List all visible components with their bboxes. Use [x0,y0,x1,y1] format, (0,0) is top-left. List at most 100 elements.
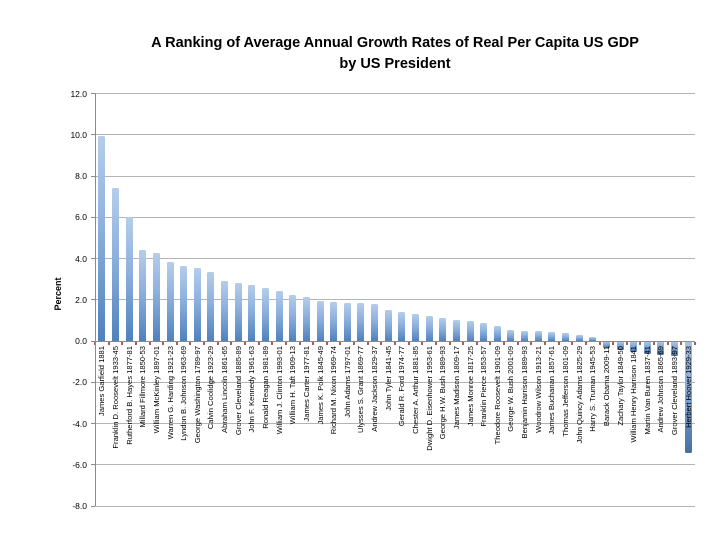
y-axis-tick-label: -2.0 [72,377,87,388]
gridline [95,258,695,259]
x-axis-tick [312,341,315,345]
bar [493,326,501,341]
bar [343,303,351,341]
x-axis-tick [694,341,696,345]
gridline [95,505,695,507]
y-axis-tick-label: 2.0 [75,294,87,305]
bar [289,295,297,341]
y-axis-tick [91,258,95,259]
x-axis-category-label: Lyndon B. Johnson 1963-69 [179,345,189,441]
x-axis-tick [516,341,519,345]
bar [357,303,365,341]
x-axis-tick [571,341,574,345]
x-axis-tick [325,341,328,345]
x-axis-tick [203,341,206,345]
bar [602,341,610,348]
gridline [95,464,695,466]
y-axis-tick [91,464,95,466]
x-axis-tick [121,341,124,345]
x-axis-category-label: Gerald R. Ford 1974-77 [397,345,407,426]
x-axis-category-label: Barack Obama 2009-11 [601,345,611,426]
y-axis-tick-label: -4.0 [72,418,87,429]
x-axis-category-label: James Buchanan 1857-61 [547,345,557,435]
x-axis-category-label: Dwight D. Eisenhower 1953-61 [424,345,434,451]
x-axis-category-label: James Monroe 1817-25 [465,345,475,426]
y-axis-tick [91,340,95,342]
x-axis-category-label: Harry S. Truman 1945-53 [588,345,598,432]
bar [221,280,229,341]
x-axis-category-label: William Henry Harrison 1841 [629,345,639,443]
bar [439,317,447,341]
x-axis-tick [148,341,151,345]
x-axis-category-label: George Washington 1789-97 [192,345,202,443]
x-axis-category-label: John F. Kennedy 1961-63 [247,345,257,433]
x-axis-category-label: Rutherford B. Hayes 1877-81 [124,345,134,445]
x-axis-tick [557,341,560,345]
gridline [95,134,695,136]
y-axis-tick [91,381,95,383]
x-axis-tick [598,341,601,345]
gridline [95,93,695,94]
x-axis-category-label: Ronald Reagan 1981-89 [260,345,270,429]
bar [684,341,692,453]
bar [643,341,651,354]
x-axis-tick [680,341,683,345]
x-axis-tick [339,341,342,345]
gridline [95,381,695,383]
x-axis-category-label: Andrew Jackson 1829-37 [370,345,380,432]
y-axis-tick-label: -6.0 [72,459,87,470]
x-axis-line [95,340,695,342]
x-axis-tick [666,341,669,345]
x-axis-tick [257,341,260,345]
x-axis-category-label: Abraham Lincoln 1861-65 [220,345,230,433]
x-axis-tick [175,341,178,345]
x-axis-category-label: Martin Van Buren 1837-41 [642,345,652,435]
bar [657,341,665,355]
bar [398,311,406,341]
x-axis-category-label: James Garfield 1881 [97,345,107,416]
x-axis-category-label: Benjamin Harrison 1889-93 [520,345,530,438]
y-axis-tick-label: 12.0 [70,88,87,99]
bar [548,332,556,341]
bar [384,309,392,341]
bar [152,252,160,341]
bar [425,315,433,341]
y-axis-tick [91,216,95,218]
x-axis-tick [434,341,437,345]
bar [261,287,269,341]
y-axis-tick [91,93,95,94]
bar [166,262,174,341]
bar [411,313,419,341]
bar [234,282,242,341]
y-axis-tick-label: 4.0 [75,253,87,264]
x-axis-tick [353,341,356,345]
x-axis-tick [366,341,369,345]
x-axis-category-label: Calvin Coolidge 1923-29 [206,345,216,429]
x-axis-tick [271,341,274,345]
chart-title-line2: by US President [339,56,451,72]
bar [139,249,147,341]
bar [452,319,460,341]
x-axis-tick [298,341,301,345]
bar [98,136,106,341]
x-axis-category-label: William H. Taft 1909-13 [288,345,298,424]
bar [561,333,569,341]
x-axis-category-label: Herbert Hoover 1929-33 [683,345,693,428]
x-axis-tick [612,341,615,345]
x-axis-tick [394,341,396,345]
bar [193,268,201,341]
x-axis-tick [489,341,492,345]
gridline [95,175,695,177]
x-axis-tick [475,341,478,345]
x-axis-tick [584,341,587,345]
bar [180,266,188,341]
x-axis-category-label: Grover Cleveland 1893-97 [670,345,680,435]
bar [111,187,119,341]
y-axis-tick-label: 0.0 [75,336,87,346]
x-axis-category-label: John Quincy Adams 1825-29 [574,345,584,444]
gridline [95,299,695,301]
x-axis-tick [503,341,506,345]
bar [302,297,310,341]
x-axis-category-label: George W. Bush 2001-09 [506,345,516,432]
